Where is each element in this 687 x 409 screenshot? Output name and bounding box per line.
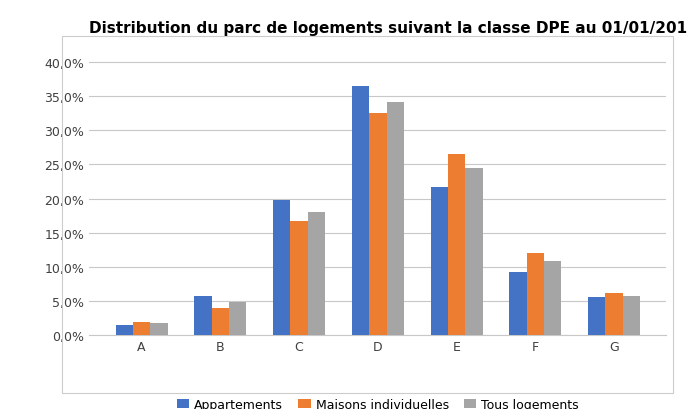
Bar — [352, 87, 369, 335]
Bar — [308, 212, 325, 335]
Bar — [212, 308, 229, 335]
Bar — [623, 296, 640, 335]
Bar — [509, 273, 527, 335]
Bar — [465, 169, 482, 335]
Bar — [229, 302, 247, 335]
Bar — [194, 297, 212, 335]
Bar — [605, 293, 623, 335]
Legend: Appartements, Maisons individuelles, Tous logements: Appartements, Maisons individuelles, Tou… — [172, 393, 584, 409]
Bar — [273, 200, 291, 335]
Bar — [291, 222, 308, 335]
Bar — [387, 102, 404, 335]
Bar — [150, 323, 168, 335]
Bar — [527, 253, 544, 335]
Bar — [448, 155, 465, 335]
Text: Distribution du parc de logements suivant la classe DPE au 01/01/2018: Distribution du parc de logements suivan… — [89, 20, 687, 36]
Bar — [369, 114, 387, 335]
Bar — [544, 262, 561, 335]
Bar — [115, 325, 133, 335]
Bar — [588, 297, 605, 335]
Bar — [431, 187, 448, 335]
Bar — [133, 322, 150, 335]
